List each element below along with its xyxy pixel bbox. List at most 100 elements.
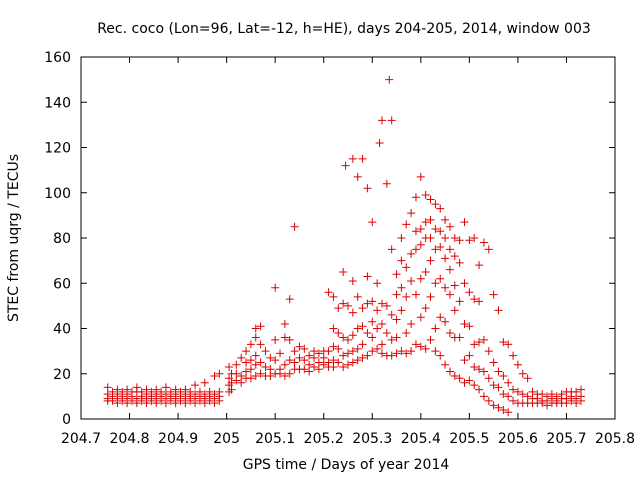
data-point: [324, 347, 333, 356]
y-tick-label: 100: [44, 186, 71, 202]
x-tick-label: 205.1: [255, 431, 295, 447]
data-point: [300, 365, 309, 374]
data-point: [528, 387, 537, 396]
data-point: [285, 335, 294, 344]
data-point: [171, 399, 180, 408]
data-point: [426, 195, 435, 204]
data-point: [285, 369, 294, 378]
data-point: [256, 358, 265, 367]
data-point: [392, 333, 401, 342]
data-point: [324, 288, 333, 297]
data-point: [329, 342, 338, 351]
data-point: [421, 344, 430, 353]
data-point: [232, 376, 241, 385]
data-point: [450, 252, 459, 261]
data-point: [348, 347, 357, 356]
data-point: [475, 365, 484, 374]
data-point: [479, 392, 488, 401]
data-point: [407, 276, 416, 285]
data-point: [411, 290, 420, 299]
data-point: [494, 403, 503, 412]
data-point: [504, 378, 513, 387]
data-point: [348, 276, 357, 285]
data-point: [310, 353, 319, 362]
y-tick-label: 160: [44, 50, 71, 66]
data-point: [397, 256, 406, 265]
data-point: [392, 290, 401, 299]
data-point: [402, 292, 411, 301]
data-point: [271, 335, 280, 344]
data-point: [256, 322, 265, 331]
data-point: [518, 390, 527, 399]
data-point: [562, 399, 571, 408]
data-point: [246, 356, 255, 365]
data-point: [577, 396, 586, 405]
data-point: [489, 290, 498, 299]
data-point: [436, 227, 445, 236]
data-point: [470, 340, 479, 349]
data-point: [358, 340, 367, 349]
x-axis-ticks: 204.7 204.8 204.9 205 205.1 205.2 205.3 205.4 20…: [61, 57, 635, 447]
data-points: [103, 75, 586, 417]
data-point: [334, 304, 343, 313]
x-tick-label: 205: [213, 431, 240, 447]
data-point: [251, 360, 260, 369]
data-point: [334, 344, 343, 353]
data-point: [132, 399, 141, 408]
data-point: [572, 387, 581, 396]
data-point: [382, 329, 391, 338]
data-point: [227, 378, 236, 387]
x-tick-label: 205.7: [546, 431, 586, 447]
data-point: [460, 218, 469, 227]
data-point: [397, 347, 406, 356]
data-point: [227, 385, 236, 394]
data-point: [416, 274, 425, 283]
data-point: [382, 301, 391, 310]
data-point: [484, 374, 493, 383]
data-point: [387, 335, 396, 344]
data-point: [339, 267, 348, 276]
data-point: [161, 383, 170, 392]
data-point: [407, 347, 416, 356]
data-point: [334, 358, 343, 367]
data-point: [191, 381, 200, 390]
data-point: [256, 340, 265, 349]
data-point: [475, 297, 484, 306]
data-point: [363, 272, 372, 281]
data-point: [465, 376, 474, 385]
data-point: [402, 263, 411, 272]
data-point: [475, 338, 484, 347]
x-tick-label: 204.7: [61, 431, 101, 447]
data-point: [271, 283, 280, 292]
data-point: [382, 179, 391, 188]
data-point: [402, 329, 411, 338]
data-point: [470, 234, 479, 242]
y-tick-label: 20: [53, 367, 71, 383]
data-point: [387, 245, 396, 254]
data-point: [484, 245, 493, 254]
data-point: [385, 75, 394, 84]
data-point: [295, 342, 304, 351]
data-point: [142, 399, 151, 408]
data-point: [181, 399, 190, 408]
data-point: [455, 374, 464, 383]
data-point: [431, 245, 440, 254]
data-point: [543, 401, 552, 410]
data-point: [152, 399, 161, 408]
data-point: [353, 324, 362, 333]
data-point: [577, 385, 586, 394]
data-point: [176, 396, 185, 405]
data-point: [242, 347, 251, 356]
data-point: [494, 367, 503, 376]
data-point: [205, 396, 214, 405]
data-point: [441, 283, 450, 292]
data-point: [460, 319, 469, 328]
data-point: [339, 299, 348, 308]
data-point: [411, 340, 420, 349]
data-point: [445, 367, 454, 376]
data-point: [489, 401, 498, 410]
data-point: [538, 390, 547, 399]
y-tick-label: 140: [44, 95, 71, 111]
data-point: [460, 378, 469, 387]
data-point: [397, 234, 406, 242]
